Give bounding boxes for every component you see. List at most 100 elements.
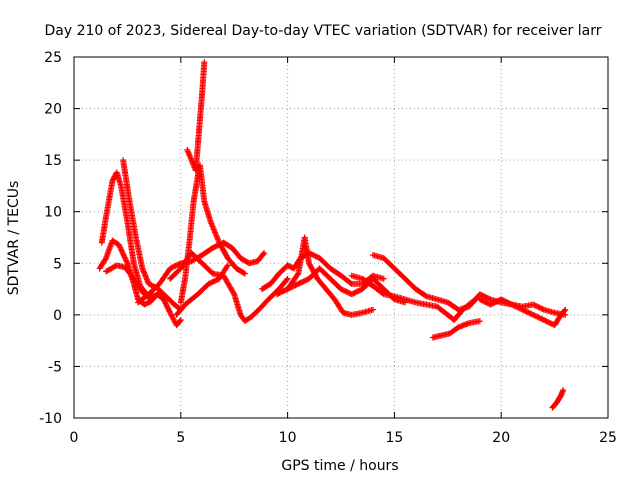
data-point <box>560 314 562 316</box>
data-point <box>414 288 417 290</box>
x-tick-label: 5 <box>176 430 185 446</box>
data-point <box>201 92 203 94</box>
data-point <box>449 332 451 335</box>
data-point <box>308 277 310 280</box>
data-point <box>143 303 146 306</box>
data-point <box>126 221 129 223</box>
data-point <box>350 314 353 316</box>
series-track-16 <box>429 318 483 341</box>
data-point <box>105 257 107 259</box>
data-point <box>150 298 152 301</box>
series-track-8 <box>135 239 268 306</box>
data-point <box>532 303 535 306</box>
data-point <box>479 298 481 301</box>
data-point <box>259 307 261 310</box>
data-point <box>203 61 206 63</box>
data-point <box>404 277 406 280</box>
data-point <box>147 283 150 285</box>
data-point <box>126 262 129 265</box>
data-point <box>511 303 513 306</box>
data-point <box>115 264 118 267</box>
data-point <box>173 303 176 306</box>
data-point <box>226 257 229 259</box>
data-point <box>133 283 135 285</box>
data-point <box>190 252 193 254</box>
data-point <box>111 179 114 182</box>
data-point <box>263 252 265 254</box>
data-point <box>350 274 353 277</box>
data-point <box>372 308 374 311</box>
data-point <box>199 164 201 167</box>
data-point <box>521 308 524 311</box>
data-point <box>180 262 182 265</box>
series-track-13 <box>370 252 569 318</box>
series-track-14 <box>348 272 483 324</box>
data-point <box>500 298 503 301</box>
data-point <box>342 311 344 314</box>
data-point <box>118 243 120 246</box>
data-point <box>303 236 306 239</box>
data-point <box>222 241 225 244</box>
data-point <box>551 406 554 409</box>
data-point <box>329 267 332 270</box>
data-point <box>318 257 321 259</box>
data-point <box>250 316 253 318</box>
data-point <box>293 267 295 270</box>
y-tick-label: 20 <box>44 102 62 118</box>
data-point <box>470 301 473 304</box>
data-point <box>560 394 562 397</box>
data-point <box>372 277 374 280</box>
data-point <box>286 264 289 267</box>
data-point <box>297 283 300 285</box>
data-point <box>169 267 171 270</box>
data-point <box>404 298 406 301</box>
data-point <box>453 319 456 321</box>
data-point <box>382 288 385 290</box>
series-markers <box>273 265 409 306</box>
data-point <box>98 267 101 270</box>
x-tick-label: 15 <box>385 430 403 446</box>
data-point <box>199 118 201 120</box>
data-point <box>244 272 246 275</box>
data-point <box>147 293 150 296</box>
data-point <box>197 143 199 146</box>
y-tick-label: 0 <box>53 308 62 324</box>
data-point <box>135 236 137 239</box>
data-point <box>393 295 396 298</box>
data-point <box>382 293 385 296</box>
series-track-15 <box>476 296 569 329</box>
data-point <box>239 257 242 259</box>
data-point <box>543 319 545 321</box>
data-point <box>192 200 195 203</box>
data-point <box>124 266 127 269</box>
data-point <box>244 320 246 322</box>
data-point <box>440 334 443 337</box>
data-point <box>122 159 124 161</box>
data-point <box>361 288 364 290</box>
data-point <box>425 295 428 298</box>
data-point <box>180 301 182 304</box>
series-markers <box>184 59 208 174</box>
data-point <box>286 277 289 280</box>
data-point <box>372 285 374 287</box>
series-track-17 <box>549 387 567 411</box>
data-point <box>141 291 144 293</box>
data-point <box>278 288 280 290</box>
y-tick-label: -10 <box>39 411 62 427</box>
x-tick-label: 10 <box>279 430 297 446</box>
data-point <box>231 247 233 249</box>
data-point <box>190 260 193 263</box>
data-point <box>361 311 364 314</box>
data-point <box>297 272 300 275</box>
data-point <box>562 389 564 391</box>
data-point <box>432 336 434 339</box>
data-point <box>162 298 165 301</box>
data-point <box>197 293 199 296</box>
data-point <box>169 277 171 280</box>
y-tick-label: 5 <box>53 256 62 272</box>
y-tick-label: 25 <box>44 50 62 66</box>
data-point <box>194 169 197 172</box>
data-point <box>269 283 272 285</box>
data-point <box>457 308 460 311</box>
